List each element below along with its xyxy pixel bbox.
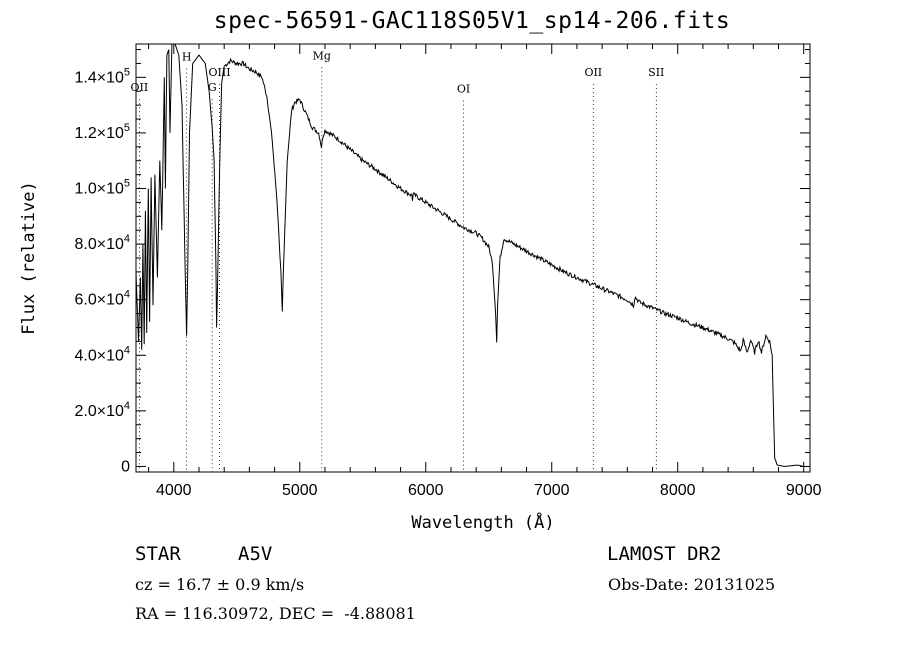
y-tick-label: 2.0×104 — [74, 400, 130, 420]
spectral-line-label: OIII — [208, 66, 230, 79]
y-tick-exponent: 4 — [124, 344, 130, 356]
chart-title: spec-56591-GAC118S05V1_sp14-206.fits — [213, 8, 731, 34]
y-tick-label: 6.0×104 — [74, 289, 130, 309]
x-tick-label: 6000 — [408, 482, 444, 499]
spectral-line-markers: OII H G OIII Mg OI OII SII — [131, 49, 664, 472]
plot-axes — [135, 43, 811, 473]
spectral-subclass: A5V — [238, 543, 273, 565]
spectral-line-label: OII — [584, 66, 602, 79]
redshift-readout: cz = 16.7 ± 0.9 km/s — [135, 575, 305, 594]
y-tick-mantissa: 4.0×10 — [74, 347, 123, 364]
spectral-line-label: SII — [648, 66, 664, 79]
spectral-line-label: OII — [131, 81, 149, 94]
spectral-line-label: OI — [457, 83, 470, 96]
x-tick-label: 8000 — [660, 482, 696, 499]
spectrum-line — [136, 44, 804, 467]
spectrum-series — [136, 44, 804, 467]
y-tick-exponent: 4 — [124, 233, 130, 245]
y-tick-mantissa: 2.0×10 — [74, 403, 123, 420]
y-tick-mantissa: 1.2×10 — [74, 125, 123, 142]
axis-text: 4000 5000 6000 7000 8000 900002.0×1044.0×1046… — [19, 66, 822, 533]
y-tick-exponent: 4 — [124, 289, 130, 301]
y-tick-mantissa: 6.0×10 — [74, 292, 123, 309]
x-axis-label: Wavelength (Å) — [411, 511, 554, 533]
y-tick-label: 1.2×105 — [74, 122, 130, 142]
plot-frame — [135, 43, 811, 473]
y-tick-label: 1.4×105 — [74, 66, 130, 86]
object-class: STAR — [135, 543, 181, 565]
y-tick-mantissa: 8.0×10 — [74, 236, 123, 253]
y-tick-mantissa: 0 — [121, 458, 130, 475]
y-axis-label: Flux (relative) — [19, 181, 39, 335]
coordinates: RA = 116.30972, DEC = -4.88081 — [135, 604, 416, 623]
spectral-line-label: Mg — [313, 49, 331, 62]
x-tick-label: 4000 — [156, 482, 192, 499]
y-tick-exponent: 4 — [124, 400, 130, 412]
spectral-line-label: G — [208, 81, 217, 94]
survey-label: LAMOST DR2 — [607, 543, 722, 565]
y-tick-exponent: 5 — [124, 122, 130, 134]
y-tick-label: 0 — [121, 458, 130, 475]
y-tick-mantissa: 1.4×10 — [74, 69, 123, 86]
y-tick-exponent: 5 — [124, 66, 130, 78]
x-tick-label: 7000 — [534, 482, 570, 499]
y-tick-label: 4.0×104 — [74, 344, 130, 364]
y-tick-label: 8.0×104 — [74, 233, 130, 253]
x-tick-label: 9000 — [786, 482, 822, 499]
y-tick-mantissa: 1.0×10 — [74, 181, 123, 198]
x-tick-label: 5000 — [282, 482, 318, 499]
obs-date: Obs-Date: 20131025 — [608, 575, 776, 594]
y-tick-label: 1.0×105 — [74, 178, 130, 198]
spectral-line-label: H — [182, 51, 192, 64]
y-tick-exponent: 5 — [124, 178, 130, 190]
